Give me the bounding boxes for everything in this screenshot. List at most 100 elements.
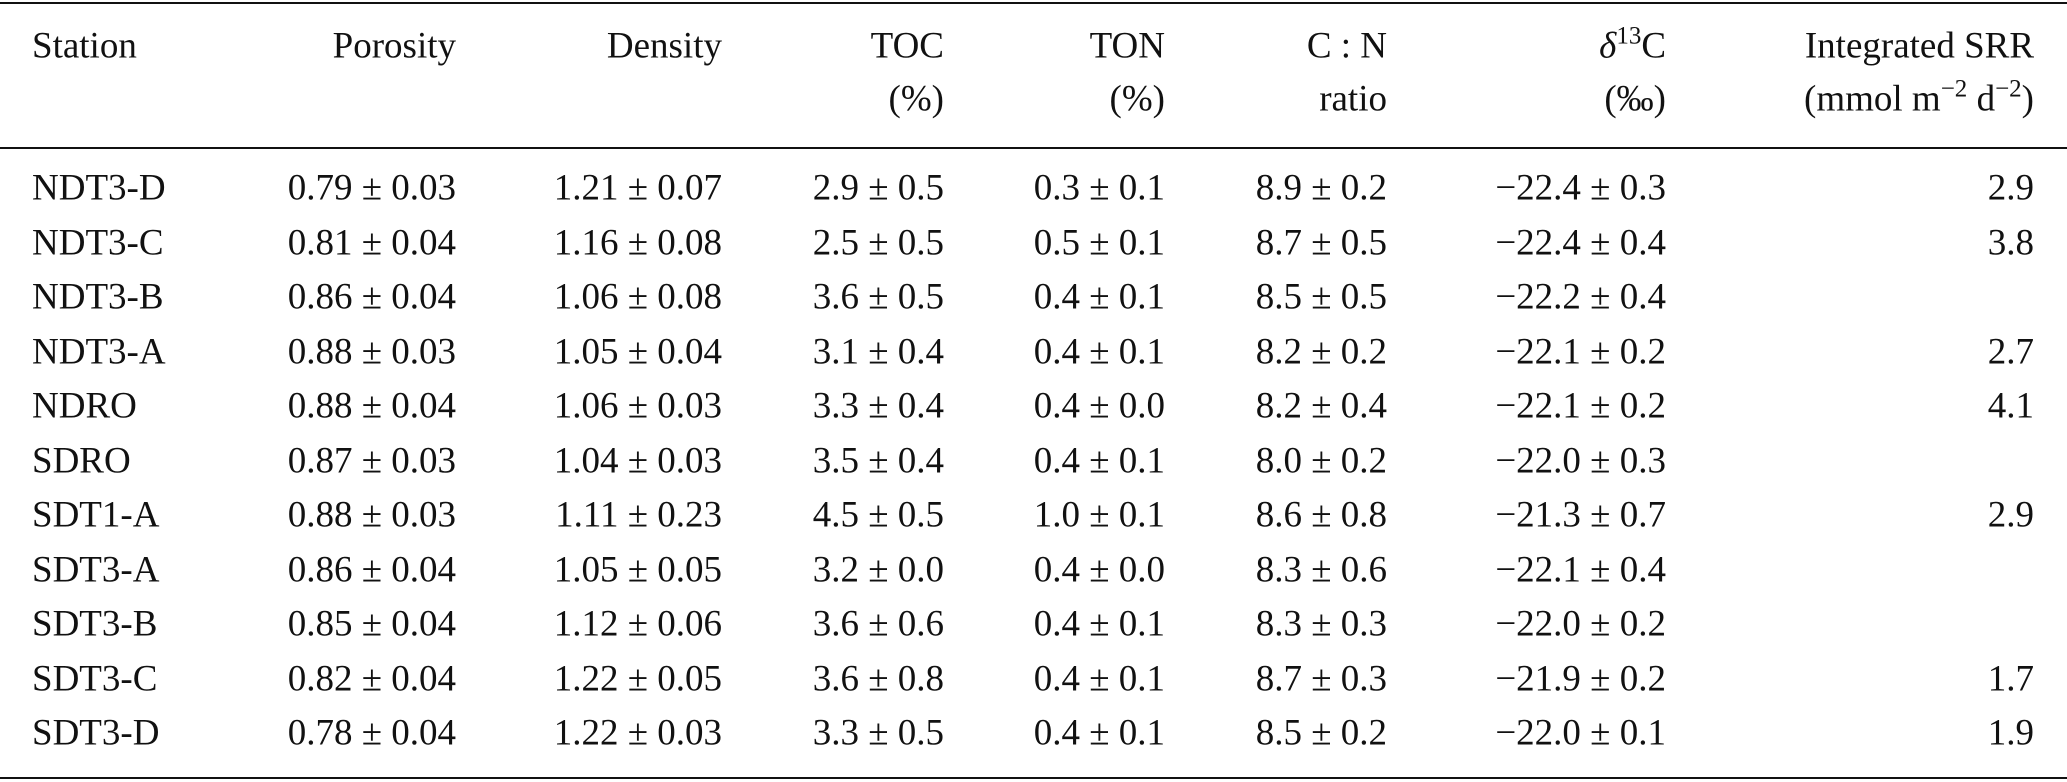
value-cell: 0.4 ± 0.1 — [1033, 440, 1165, 481]
header-cell: Density — [607, 28, 722, 65]
value-cell: 0.88 ± 0.03 — [287, 494, 456, 536]
value-cell: −22.1 ± 0.4 — [1495, 549, 1666, 590]
value-cell: 1.21 ± 0.07 — [553, 167, 722, 209]
value-cell: 0.79 ± 0.03 — [287, 167, 456, 209]
header-cell: (%) — [889, 81, 944, 118]
value-cell: 0.81 ± 0.04 — [287, 222, 456, 263]
value-cell: 3.5 ± 0.4 — [812, 440, 944, 481]
value-cell: 1.22 ± 0.05 — [553, 658, 722, 699]
value-cell: 3.8 — [1987, 222, 2034, 263]
value-cell: 2.5 ± 0.5 — [812, 222, 944, 263]
header-cell: δ13C — [1599, 24, 1666, 67]
value-cell: 4.5 ± 0.5 — [812, 494, 944, 536]
top-rule — [0, 2, 2067, 4]
value-cell: 0.4 ± 0.0 — [1033, 549, 1165, 590]
header-text: Integrated SRR — [1804, 25, 2034, 67]
header-text: ) — [2021, 78, 2034, 120]
header-superscript: −2 — [1995, 75, 2022, 103]
header-text: d — [1967, 78, 1996, 120]
value-cell: 3.6 ± 0.5 — [812, 276, 944, 318]
bottom-rule — [0, 777, 2067, 779]
value-cell: 0.4 ± 0.1 — [1033, 603, 1165, 645]
header-cell: ratio — [1319, 81, 1387, 118]
station-cell: SDT3-C — [32, 658, 158, 699]
header-cell: (mmol m−2 d−2) — [1804, 77, 2034, 120]
value-cell: 0.86 ± 0.04 — [287, 549, 456, 590]
value-cell: 3.6 ± 0.8 — [812, 658, 944, 699]
value-cell: −22.2 ± 0.4 — [1495, 276, 1666, 318]
station-cell: NDRO — [32, 385, 137, 427]
value-cell: 0.4 ± 0.1 — [1033, 276, 1165, 318]
value-cell: 2.9 ± 0.5 — [812, 167, 944, 209]
value-cell: 1.12 ± 0.06 — [553, 603, 722, 645]
header-superscript: 13 — [1616, 22, 1642, 50]
value-cell: 2.7 — [1987, 331, 2034, 372]
value-cell: −22.0 ± 0.1 — [1495, 712, 1666, 754]
value-cell: 1.04 ± 0.03 — [553, 440, 722, 481]
value-cell: 0.86 ± 0.04 — [287, 276, 456, 318]
value-cell: 0.88 ± 0.04 — [287, 385, 456, 427]
value-cell: 0.4 ± 0.1 — [1033, 712, 1165, 754]
value-cell: 8.3 ± 0.6 — [1255, 549, 1387, 590]
station-cell: NDT3-D — [32, 167, 166, 209]
header-text: C — [1641, 25, 1666, 67]
value-cell: 0.5 ± 0.1 — [1033, 222, 1165, 263]
value-cell: 0.3 ± 0.1 — [1033, 167, 1165, 209]
value-cell: 8.0 ± 0.2 — [1255, 440, 1387, 481]
value-cell: 0.82 ± 0.04 — [287, 658, 456, 699]
header-cell: C : N — [1307, 28, 1387, 65]
header-text: (%) — [1109, 78, 1165, 120]
station-cell: NDT3-A — [32, 331, 166, 372]
header-text: Porosity — [332, 25, 456, 67]
value-cell: −21.3 ± 0.7 — [1495, 494, 1666, 536]
value-cell: 3.2 ± 0.0 — [812, 549, 944, 590]
header-cell: TON — [1090, 28, 1165, 65]
value-cell: 0.4 ± 0.0 — [1033, 385, 1165, 427]
value-cell: 3.3 ± 0.5 — [812, 712, 944, 754]
value-cell: −22.4 ± 0.3 — [1495, 167, 1666, 209]
value-cell: 1.11 ± 0.23 — [555, 494, 722, 536]
value-cell: 1.0 ± 0.1 — [1033, 494, 1165, 536]
station-cell: SDT1-A — [32, 494, 160, 536]
header-text: Station — [32, 25, 137, 67]
value-cell: 1.22 ± 0.03 — [553, 712, 722, 754]
header-cell: Integrated SRR — [1805, 28, 2034, 65]
station-cell: NDT3-B — [32, 276, 164, 318]
value-cell: 0.4 ± 0.1 — [1033, 331, 1165, 372]
value-cell: 3.6 ± 0.6 — [812, 603, 944, 645]
station-cell: SDT3-A — [32, 549, 160, 590]
value-cell: 8.2 ± 0.4 — [1255, 385, 1387, 427]
value-cell: 1.06 ± 0.03 — [553, 385, 722, 427]
header-cell: (%) — [1110, 81, 1165, 118]
header-text: δ — [1599, 25, 1617, 67]
station-cell: SDT3-B — [32, 603, 158, 645]
value-cell: −22.0 ± 0.2 — [1495, 603, 1666, 645]
header-text: (%) — [888, 78, 944, 120]
station-cell: NDT3-C — [32, 222, 164, 263]
value-cell: 0.85 ± 0.04 — [287, 603, 456, 645]
value-cell: 1.16 ± 0.08 — [553, 222, 722, 263]
header-cell: TOC — [871, 28, 944, 65]
value-cell: 1.7 — [1987, 658, 2034, 699]
value-cell: 8.3 ± 0.3 — [1255, 603, 1387, 645]
header-rule — [0, 147, 2067, 149]
value-cell: 8.7 ± 0.5 — [1255, 222, 1387, 263]
header-text: TON — [1089, 25, 1165, 67]
value-cell: 8.5 ± 0.5 — [1255, 276, 1387, 318]
value-cell: 0.87 ± 0.03 — [287, 440, 456, 481]
value-cell: 1.05 ± 0.04 — [553, 331, 722, 372]
value-cell: −22.0 ± 0.3 — [1495, 440, 1666, 481]
value-cell: 1.06 ± 0.08 — [553, 276, 722, 318]
value-cell: 1.05 ± 0.05 — [553, 549, 722, 590]
station-cell: SDRO — [32, 440, 131, 481]
value-cell: −22.1 ± 0.2 — [1495, 331, 1666, 372]
value-cell: 0.78 ± 0.04 — [287, 712, 456, 754]
header-superscript: −2 — [1940, 75, 1968, 103]
header-text: (‰) — [1604, 78, 1666, 120]
value-cell: 2.9 — [1987, 167, 2034, 209]
value-cell: 8.7 ± 0.3 — [1255, 658, 1387, 699]
header-text: Density — [606, 25, 722, 67]
value-cell: 0.4 ± 0.1 — [1033, 658, 1165, 699]
value-cell: 0.88 ± 0.03 — [287, 331, 456, 372]
value-cell: −22.1 ± 0.2 — [1495, 385, 1666, 427]
